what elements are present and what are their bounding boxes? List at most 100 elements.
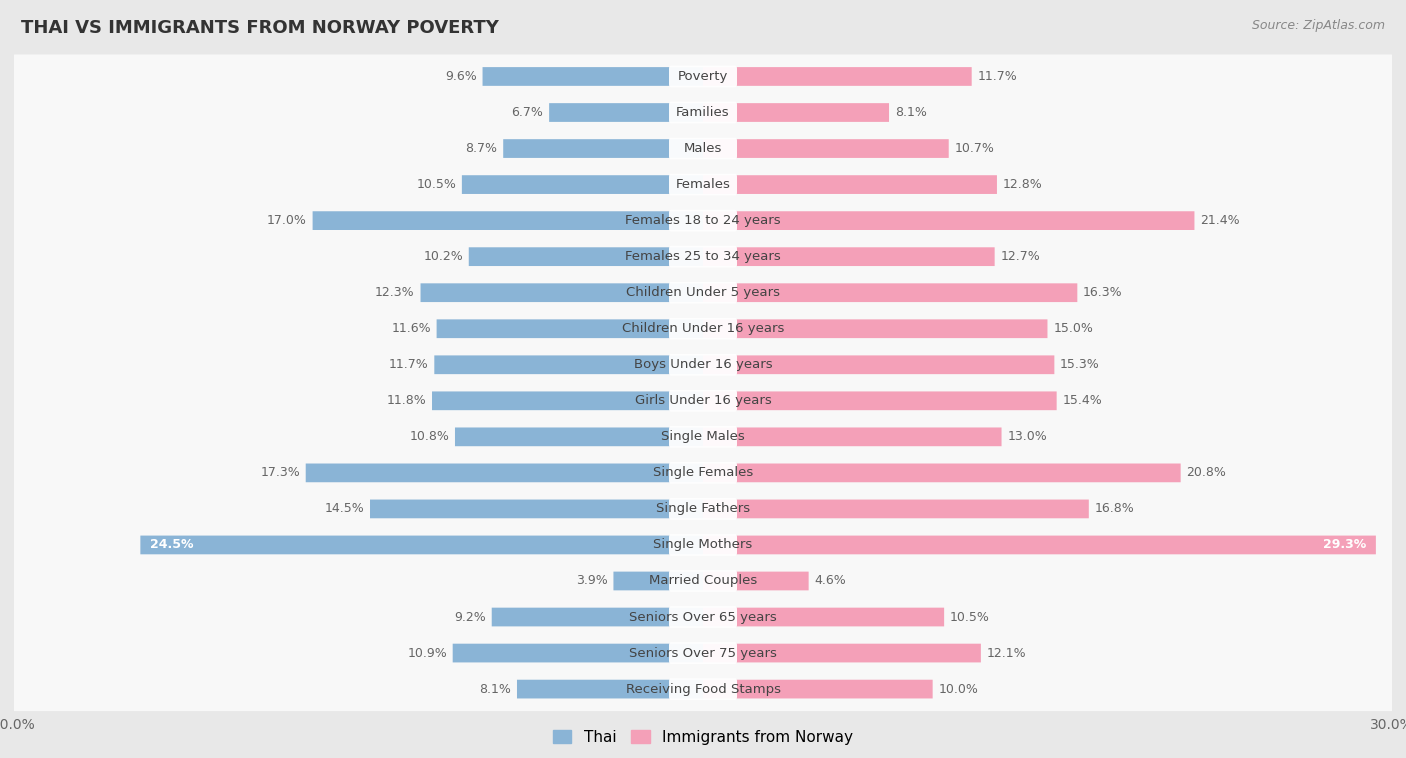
Text: 10.7%: 10.7%: [955, 142, 994, 155]
FancyBboxPatch shape: [703, 644, 981, 662]
Text: 24.5%: 24.5%: [149, 538, 193, 552]
FancyBboxPatch shape: [703, 500, 1088, 518]
FancyBboxPatch shape: [669, 498, 737, 520]
FancyBboxPatch shape: [669, 174, 737, 196]
FancyBboxPatch shape: [11, 271, 1395, 315]
Text: Children Under 16 years: Children Under 16 years: [621, 322, 785, 335]
FancyBboxPatch shape: [703, 139, 949, 158]
Text: Seniors Over 75 years: Seniors Over 75 years: [628, 647, 778, 659]
Text: Seniors Over 65 years: Seniors Over 65 years: [628, 610, 778, 624]
Text: Boys Under 16 years: Boys Under 16 years: [634, 359, 772, 371]
FancyBboxPatch shape: [492, 608, 703, 626]
FancyBboxPatch shape: [11, 199, 1395, 243]
Text: 10.5%: 10.5%: [950, 610, 990, 624]
Text: 10.0%: 10.0%: [938, 683, 979, 696]
Text: 12.7%: 12.7%: [1001, 250, 1040, 263]
FancyBboxPatch shape: [703, 247, 994, 266]
FancyBboxPatch shape: [370, 500, 703, 518]
Text: 9.2%: 9.2%: [454, 610, 486, 624]
Text: 10.2%: 10.2%: [423, 250, 463, 263]
Text: 11.6%: 11.6%: [391, 322, 430, 335]
FancyBboxPatch shape: [669, 318, 737, 340]
FancyBboxPatch shape: [437, 319, 703, 338]
FancyBboxPatch shape: [11, 343, 1395, 387]
FancyBboxPatch shape: [703, 175, 997, 194]
FancyBboxPatch shape: [703, 608, 945, 626]
Text: Single Mothers: Single Mothers: [654, 538, 752, 552]
FancyBboxPatch shape: [669, 246, 737, 268]
Text: Families: Families: [676, 106, 730, 119]
FancyBboxPatch shape: [434, 356, 703, 374]
Text: 11.8%: 11.8%: [387, 394, 426, 407]
Text: 6.7%: 6.7%: [512, 106, 543, 119]
Text: 10.5%: 10.5%: [416, 178, 456, 191]
FancyBboxPatch shape: [11, 127, 1395, 171]
Text: Girls Under 16 years: Girls Under 16 years: [634, 394, 772, 407]
FancyBboxPatch shape: [669, 642, 737, 664]
Text: 29.3%: 29.3%: [1323, 538, 1367, 552]
FancyBboxPatch shape: [11, 523, 1395, 567]
FancyBboxPatch shape: [613, 572, 703, 590]
FancyBboxPatch shape: [517, 680, 703, 698]
Text: 15.3%: 15.3%: [1060, 359, 1099, 371]
Text: 15.0%: 15.0%: [1053, 322, 1092, 335]
FancyBboxPatch shape: [312, 211, 703, 230]
Text: 12.8%: 12.8%: [1002, 178, 1042, 191]
Legend: Thai, Immigrants from Norway: Thai, Immigrants from Norway: [547, 724, 859, 751]
Text: 11.7%: 11.7%: [389, 359, 429, 371]
FancyBboxPatch shape: [11, 667, 1395, 711]
Text: Receiving Food Stamps: Receiving Food Stamps: [626, 683, 780, 696]
FancyBboxPatch shape: [703, 319, 1047, 338]
FancyBboxPatch shape: [11, 559, 1395, 603]
FancyBboxPatch shape: [703, 680, 932, 698]
Text: 16.3%: 16.3%: [1083, 287, 1122, 299]
FancyBboxPatch shape: [420, 283, 703, 302]
FancyBboxPatch shape: [669, 282, 737, 303]
Text: 21.4%: 21.4%: [1201, 214, 1240, 227]
FancyBboxPatch shape: [11, 451, 1395, 495]
Text: Source: ZipAtlas.com: Source: ZipAtlas.com: [1251, 19, 1385, 32]
FancyBboxPatch shape: [703, 103, 889, 122]
FancyBboxPatch shape: [141, 536, 703, 554]
Text: 10.8%: 10.8%: [409, 431, 450, 443]
FancyBboxPatch shape: [432, 391, 703, 410]
Text: 10.9%: 10.9%: [408, 647, 447, 659]
FancyBboxPatch shape: [11, 90, 1395, 134]
Text: 12.1%: 12.1%: [987, 647, 1026, 659]
FancyBboxPatch shape: [11, 55, 1395, 99]
FancyBboxPatch shape: [456, 428, 703, 446]
FancyBboxPatch shape: [703, 463, 1181, 482]
FancyBboxPatch shape: [703, 211, 1195, 230]
Text: Females 25 to 34 years: Females 25 to 34 years: [626, 250, 780, 263]
FancyBboxPatch shape: [11, 595, 1395, 639]
Text: Males: Males: [683, 142, 723, 155]
FancyBboxPatch shape: [305, 463, 703, 482]
Text: Single Males: Single Males: [661, 431, 745, 443]
FancyBboxPatch shape: [669, 210, 737, 231]
FancyBboxPatch shape: [550, 103, 703, 122]
FancyBboxPatch shape: [11, 379, 1395, 423]
Text: Single Females: Single Females: [652, 466, 754, 479]
FancyBboxPatch shape: [468, 247, 703, 266]
Text: 15.4%: 15.4%: [1063, 394, 1102, 407]
FancyBboxPatch shape: [669, 66, 737, 87]
Text: 17.3%: 17.3%: [260, 466, 299, 479]
Text: 12.3%: 12.3%: [375, 287, 415, 299]
FancyBboxPatch shape: [703, 67, 972, 86]
FancyBboxPatch shape: [669, 534, 737, 556]
Text: Poverty: Poverty: [678, 70, 728, 83]
FancyBboxPatch shape: [669, 426, 737, 448]
Text: THAI VS IMMIGRANTS FROM NORWAY POVERTY: THAI VS IMMIGRANTS FROM NORWAY POVERTY: [21, 19, 499, 37]
FancyBboxPatch shape: [461, 175, 703, 194]
Text: Single Fathers: Single Fathers: [657, 503, 749, 515]
Text: Females 18 to 24 years: Females 18 to 24 years: [626, 214, 780, 227]
Text: 11.7%: 11.7%: [977, 70, 1017, 83]
Text: 16.8%: 16.8%: [1094, 503, 1135, 515]
FancyBboxPatch shape: [482, 67, 703, 86]
FancyBboxPatch shape: [11, 307, 1395, 351]
Text: 3.9%: 3.9%: [576, 575, 607, 587]
FancyBboxPatch shape: [669, 102, 737, 124]
Text: 9.6%: 9.6%: [446, 70, 477, 83]
FancyBboxPatch shape: [11, 163, 1395, 207]
FancyBboxPatch shape: [453, 644, 703, 662]
